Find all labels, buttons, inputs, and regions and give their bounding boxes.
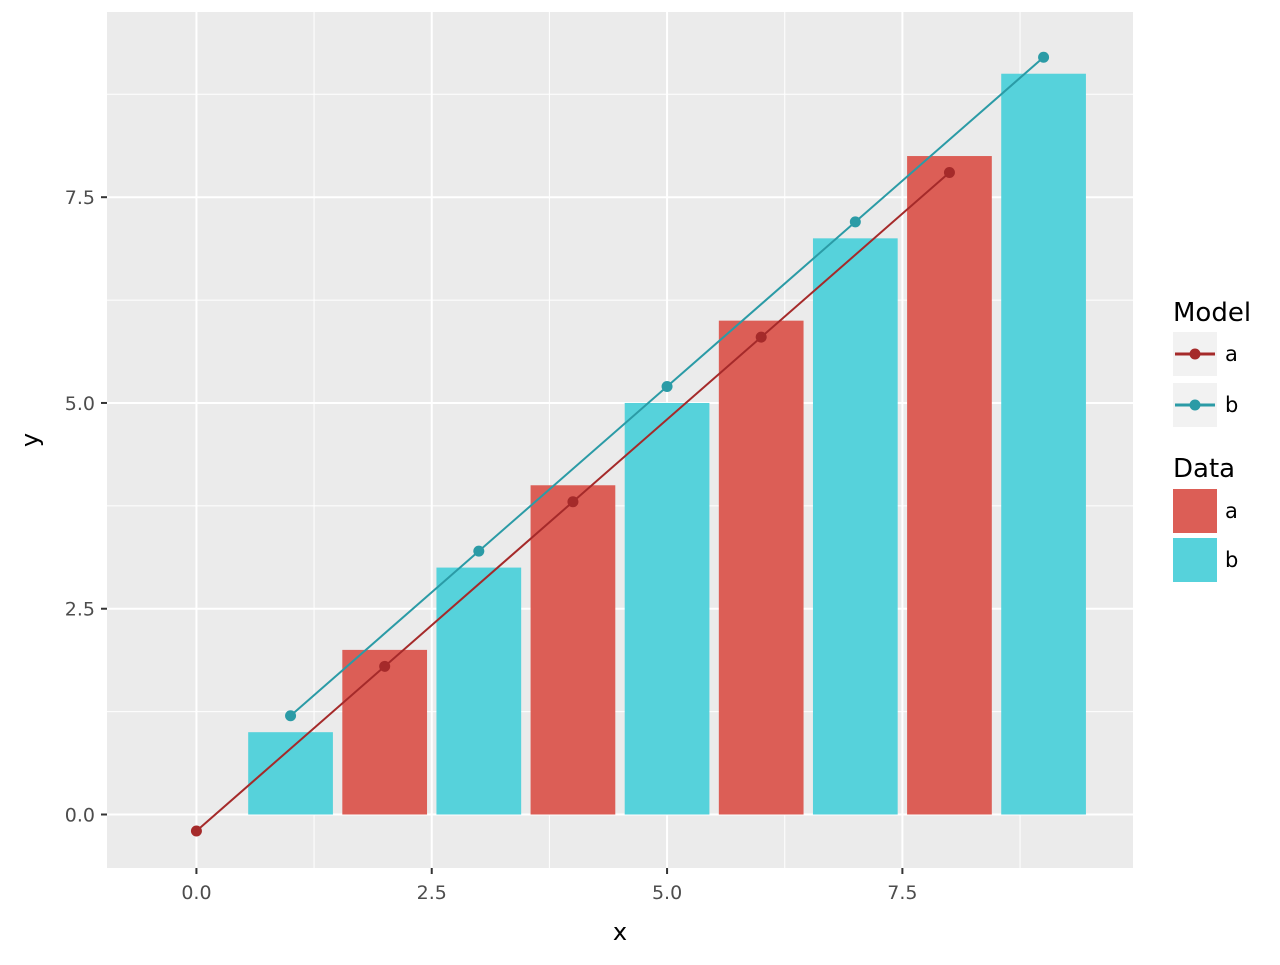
- y-axis: 0.0 2.5 5.0 7.5: [65, 187, 107, 827]
- x-tick-label: 7.5: [887, 882, 917, 904]
- point-a: [943, 167, 955, 178]
- bar-a: [718, 320, 804, 815]
- legend-key-fill-b: [1173, 538, 1217, 582]
- legend: Model a b Data a b: [1173, 298, 1251, 582]
- y-tick-label: 7.5: [65, 187, 95, 209]
- legend-label-data-a: a: [1225, 499, 1238, 523]
- bars-layer: [248, 73, 1086, 815]
- legend-title-data: Data: [1173, 454, 1235, 484]
- legend-key-point-a: [1189, 348, 1201, 360]
- point-a: [755, 331, 767, 343]
- lines-layer: [190, 51, 1050, 837]
- point-b: [661, 381, 673, 392]
- y-tick-label: 2.5: [65, 599, 95, 621]
- x-tick-label: 0.0: [181, 882, 211, 904]
- legend-key-fill-a: [1173, 489, 1217, 533]
- bar-b: [436, 567, 522, 815]
- bar-b: [812, 238, 898, 815]
- legend-key-point-b: [1189, 399, 1201, 411]
- bar-a: [530, 485, 616, 815]
- point-b: [285, 710, 297, 722]
- point-a: [379, 660, 391, 672]
- point-b: [849, 216, 861, 228]
- y-tick-label: 5.0: [65, 393, 95, 415]
- legend-label-model-b: b: [1225, 393, 1238, 417]
- bar-b: [624, 402, 710, 815]
- bar-a: [342, 649, 428, 815]
- legend-label-data-b: b: [1225, 548, 1238, 572]
- bar-b: [1001, 73, 1086, 815]
- x-tick-label: 5.0: [652, 882, 682, 904]
- point-b: [473, 545, 485, 557]
- legend-label-model-a: a: [1225, 342, 1238, 366]
- y-tick-label: 0.0: [65, 805, 95, 827]
- x-axis: 0.0 2.5 5.0 7.5: [181, 868, 917, 904]
- point-a: [190, 825, 202, 837]
- point-b: [1038, 51, 1050, 63]
- y-axis-title: y: [16, 433, 44, 447]
- x-axis-title: x: [613, 918, 627, 946]
- x-tick-label: 2.5: [417, 882, 447, 904]
- bar-a: [907, 156, 992, 815]
- legend-title-model: Model: [1173, 298, 1251, 328]
- point-a: [567, 496, 579, 508]
